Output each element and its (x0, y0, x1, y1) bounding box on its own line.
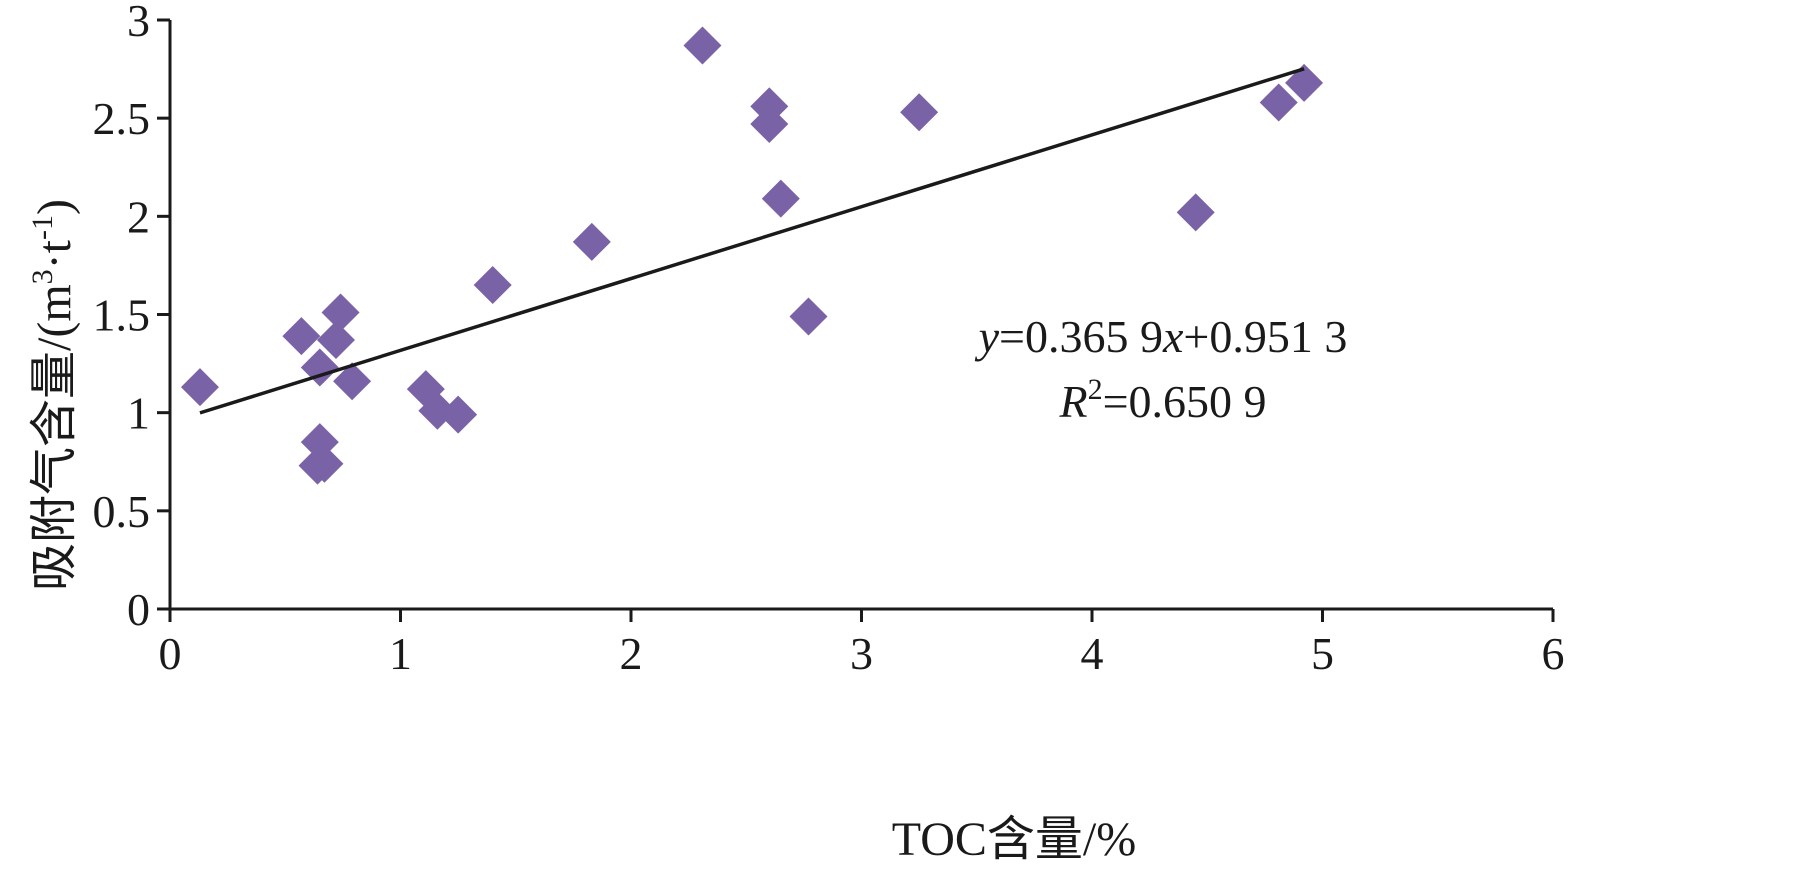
x-tick-label: 3 (850, 628, 873, 679)
x-tick-label: 1 (389, 628, 412, 679)
x-tick-label: 0 (159, 628, 182, 679)
y-tick-label: 0.5 (93, 486, 151, 537)
r-squared-value: =0.650 9 (1103, 376, 1267, 427)
data-point (439, 395, 478, 434)
y-axis-title-mid: ·t (28, 239, 81, 269)
y-tick-label: 2 (127, 191, 150, 242)
r-symbol: R (1058, 376, 1087, 427)
x-tick-label: 5 (1311, 628, 1334, 679)
data-point (900, 93, 939, 132)
data-point (683, 26, 722, 65)
data-point (333, 362, 372, 401)
data-point (572, 222, 611, 261)
data-point (180, 368, 219, 407)
data-point (789, 297, 828, 336)
x-tick-label: 6 (1542, 628, 1565, 679)
x-tick-label: 2 (620, 628, 643, 679)
y-tick-label: 0 (127, 584, 150, 635)
data-point (1176, 193, 1215, 232)
equation-x-symbol: x (1162, 311, 1184, 362)
y-tick-label: 1 (127, 388, 150, 439)
data-point (750, 105, 789, 144)
y-tick-label: 2.5 (93, 93, 151, 144)
data-point (316, 321, 355, 360)
r-superscript: 2 (1088, 373, 1103, 406)
equation-y-symbol: y (975, 311, 1000, 362)
data-point (321, 293, 360, 332)
y-axis-title-main: 吸附气含量/(m (28, 284, 81, 591)
x-tick-label: 4 (1081, 628, 1104, 679)
y-axis-title-sup-1: 3 (26, 269, 59, 284)
axes: 0 1 2 3 4 5 6 0 0.5 1 1.5 2 2.5 3 (93, 0, 1565, 679)
y-axis-title: 吸附气含量/(m3·t-1) (26, 199, 81, 591)
data-point (1259, 83, 1298, 122)
data-points (180, 26, 1324, 485)
y-tick-label: 3 (127, 0, 150, 46)
r-squared-label: R2=0.650 9 (1058, 373, 1266, 427)
data-point (761, 179, 800, 218)
equation-label: y=0.365 9x+0.951 3 (975, 311, 1348, 362)
data-point (282, 317, 321, 356)
y-tick-label: 1.5 (93, 290, 151, 341)
data-point (473, 266, 512, 305)
data-point (305, 444, 344, 483)
trendline (199, 67, 1305, 415)
x-axis-title: TOC含量/% (892, 813, 1136, 866)
equation-slope: =0.365 9 (999, 311, 1163, 362)
equation-intercept: +0.951 3 (1183, 311, 1347, 362)
y-axis-title-end: ) (28, 199, 81, 215)
y-axis-title-sup-2: -1 (26, 215, 59, 240)
